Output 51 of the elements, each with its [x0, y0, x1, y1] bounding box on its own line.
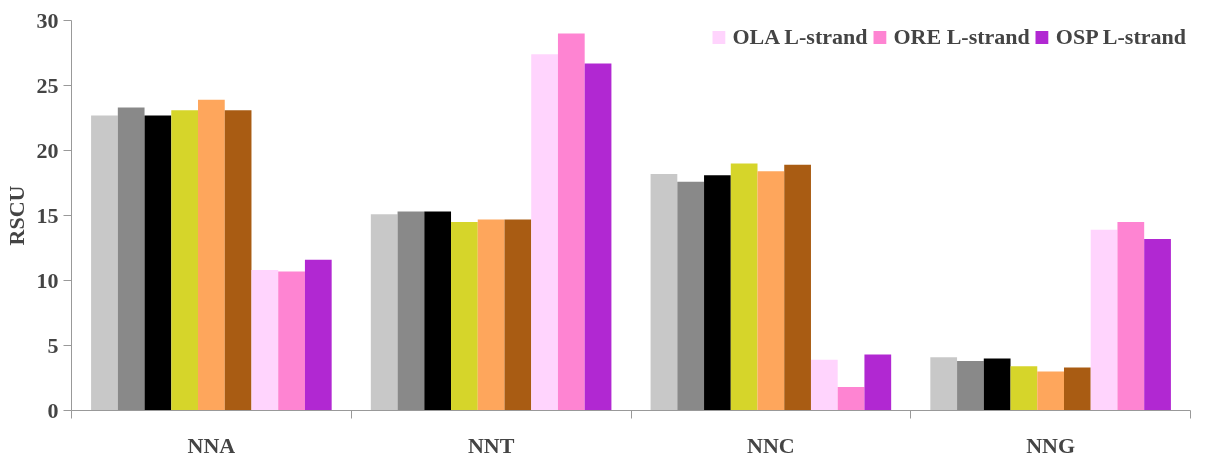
bar [1117, 222, 1145, 411]
y-tick-label: 0 [47, 397, 59, 423]
bar [810, 359, 838, 411]
y-tick-label: 25 [36, 72, 59, 98]
bar [757, 171, 785, 411]
bar [677, 181, 705, 411]
bar [730, 163, 758, 411]
bar [171, 110, 199, 411]
y-tick-label: 15 [36, 202, 59, 228]
x-tick-label: NNT [467, 432, 515, 458]
bar [91, 115, 118, 411]
x-tick-label: NNG [1026, 432, 1076, 458]
bar [704, 175, 731, 411]
bar [278, 271, 305, 411]
bar [504, 219, 532, 411]
bar [557, 33, 585, 411]
y-tick-label: 5 [47, 332, 59, 358]
bar [864, 354, 892, 411]
bar [837, 387, 865, 411]
y-axis-title: RSCU [3, 185, 29, 246]
legend-label: OSP L-strand [1055, 24, 1186, 50]
bar [397, 211, 425, 411]
bar [370, 214, 398, 411]
bar [304, 259, 332, 411]
bar [584, 63, 612, 411]
bar [1037, 371, 1064, 411]
bar [144, 115, 172, 411]
bar [424, 211, 452, 411]
bar [477, 219, 505, 411]
y-tick-label: 20 [36, 137, 59, 163]
bar [1010, 366, 1038, 411]
legend-label: ORE L-strand [893, 24, 1030, 50]
bar [650, 173, 678, 411]
y-tick-label: 30 [36, 7, 59, 33]
bar [1144, 238, 1171, 411]
bar [451, 222, 478, 411]
legend-label: OLA L-strand [732, 24, 868, 50]
x-tick-label: NNC [747, 432, 795, 458]
bar [198, 99, 225, 411]
bar [957, 361, 984, 411]
bar [251, 270, 279, 411]
bar [224, 110, 252, 411]
bar [983, 358, 1011, 411]
x-tick-label: NNA [187, 432, 236, 458]
bar [930, 357, 958, 411]
bar [1063, 367, 1091, 411]
y-tick-label: 10 [36, 267, 59, 293]
bar [117, 107, 145, 411]
bar [531, 54, 558, 411]
bar [784, 164, 811, 411]
bar [1090, 229, 1118, 411]
